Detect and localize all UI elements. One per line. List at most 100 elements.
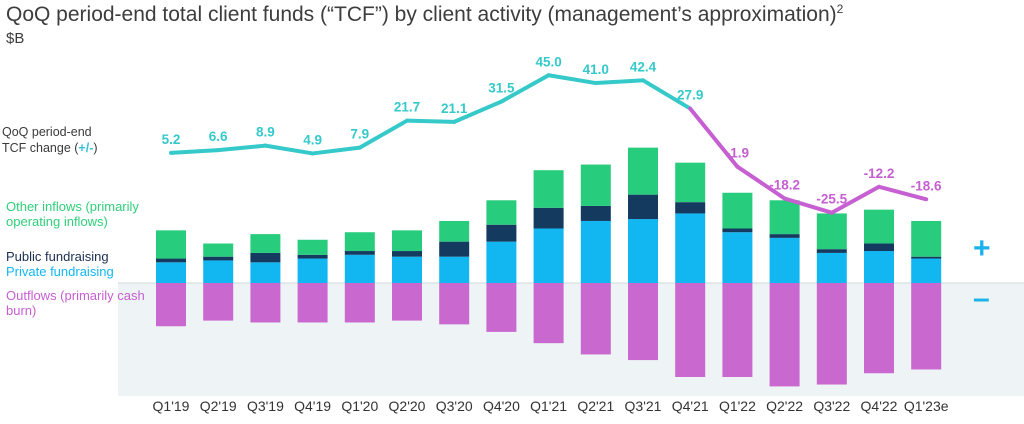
- bar-public-fundraising: [911, 256, 942, 259]
- legend-public-fundraising: Public fundraising: [6, 249, 109, 264]
- tcf-change-data-label: 31.5: [488, 81, 515, 96]
- bar-private-fundraising: [486, 241, 517, 283]
- tcf-change-data-label: 7.9: [350, 127, 369, 142]
- bar-outflows: [297, 283, 328, 323]
- x-tick-label: Q1'19: [153, 398, 190, 414]
- x-tick-label: Q4'21: [672, 398, 709, 414]
- bar-other-inflows: [203, 243, 234, 257]
- bar-other-inflows: [156, 230, 186, 259]
- bar-other-inflows: [250, 234, 281, 253]
- bar-other-inflows: [392, 230, 422, 252]
- bar-public-fundraising: [675, 202, 706, 214]
- bar-private-fundraising: [392, 256, 422, 283]
- tcf-change-line-segment: [169, 148, 221, 155]
- tcf-change-line-segment: [735, 164, 787, 201]
- x-tick-label: Q2'22: [766, 398, 803, 414]
- tcf-change-data-label: -18.6: [911, 178, 942, 193]
- tcf-change-data-label: 21.1: [441, 101, 468, 116]
- tcf-change-line-segment: [263, 143, 315, 156]
- chart-title-text: QoQ period-end total client funds (“TCF”…: [6, 3, 837, 26]
- bar-private-fundraising: [769, 237, 800, 283]
- bar-public-fundraising: [486, 224, 517, 242]
- bar-private-fundraising: [156, 262, 186, 283]
- tcf-change-line-segment: [593, 78, 645, 86]
- bar-public-fundraising: [344, 251, 375, 255]
- bar-outflows: [344, 283, 375, 323]
- bar-private-fundraising: [911, 258, 942, 283]
- bar-outflows: [250, 283, 281, 323]
- bar-outflows: [911, 283, 942, 370]
- x-tick-label: Q1'23e: [904, 398, 949, 414]
- qoq-change-label: QoQ period-end TCF change (+/-): [2, 124, 98, 156]
- tcf-change-line-segment: [546, 73, 598, 86]
- bar-other-inflows: [816, 213, 847, 250]
- bar-other-inflows: [864, 209, 894, 244]
- bar-public-fundraising: [156, 258, 186, 263]
- tcf-change-data-label: 4.9: [303, 132, 322, 147]
- tcf-change-data-label: 42.4: [630, 59, 657, 74]
- qoq-label-sign: +/-: [78, 141, 94, 155]
- chart-title-footnote: 2: [836, 2, 844, 16]
- bar-other-inflows: [769, 200, 800, 235]
- bar-private-fundraising: [297, 258, 328, 283]
- bar-public-fundraising: [580, 205, 611, 221]
- bar-public-fundraising: [864, 243, 894, 252]
- bar-other-inflows: [911, 220, 942, 257]
- bar-outflows: [722, 283, 753, 377]
- legend-private-fundraising: Private fundraising: [6, 264, 114, 279]
- bar-other-inflows: [675, 162, 706, 203]
- bar-public-fundraising: [628, 194, 658, 220]
- bar-public-fundraising: [816, 249, 847, 253]
- tcf-change-line-segment: [688, 106, 740, 169]
- tcf-change-data-label: -25.5: [816, 192, 847, 207]
- x-tick-label: Q2'21: [577, 398, 614, 414]
- bar-private-fundraising: [816, 252, 847, 283]
- bar-private-fundraising: [580, 220, 611, 283]
- tcf-change-line-segment: [310, 145, 362, 156]
- bar-other-inflows: [486, 200, 517, 225]
- x-tick-label: Q2'19: [200, 398, 237, 414]
- tcf-change-data-label: -12.2: [864, 166, 895, 181]
- bar-outflows: [486, 283, 517, 332]
- tcf-change-data-label: 6.6: [209, 129, 228, 144]
- tcf-change-data-label: 8.9: [256, 125, 275, 140]
- chart-title: QoQ period-end total client funds (“TCF”…: [6, 2, 843, 27]
- bar-private-fundraising: [628, 219, 658, 283]
- bar-outflows: [203, 283, 234, 321]
- bar-private-fundraising: [533, 228, 564, 283]
- bar-private-fundraising: [722, 232, 753, 283]
- bar-outflows: [580, 283, 611, 355]
- bar-public-fundraising: [203, 256, 234, 261]
- tcf-change-data-label: 5.2: [162, 132, 181, 147]
- x-tick-label: Q1'21: [530, 398, 567, 414]
- tcf-change-data-label: 27.9: [677, 88, 703, 103]
- bar-public-fundraising: [722, 228, 753, 233]
- x-tick-label: Q4'22: [861, 398, 898, 414]
- tcf-change-data-label: -1.9: [726, 146, 749, 161]
- x-tick-label: Q3'19: [247, 398, 284, 414]
- x-tick-label: Q4'20: [483, 398, 520, 414]
- bar-outflows: [864, 283, 894, 374]
- qoq-label-suffix: ): [93, 141, 98, 155]
- tcf-change-data-label: 21.7: [394, 100, 420, 115]
- bar-outflows: [392, 283, 422, 321]
- bar-outflows: [675, 283, 706, 377]
- tcf-change-line-segment: [782, 196, 834, 215]
- x-tick-label: Q1'20: [341, 398, 378, 414]
- qoq-label-line2: TCF change (+/-): [2, 140, 98, 156]
- x-tick-label: Q3'20: [436, 398, 473, 414]
- bar-public-fundraising: [769, 234, 800, 238]
- x-tick-label: Q4'19: [294, 398, 331, 414]
- bar-other-inflows: [628, 147, 658, 195]
- tcf-change-line-segment: [829, 184, 881, 215]
- x-tick-label: Q2'20: [389, 398, 426, 414]
- bar-outflows: [156, 283, 186, 327]
- bar-public-fundraising: [439, 241, 470, 257]
- bar-other-inflows: [580, 164, 611, 206]
- bar-outflows: [439, 283, 470, 325]
- x-tick-label: Q3'21: [625, 398, 662, 414]
- bar-private-fundraising: [344, 254, 375, 283]
- legend-outflows: Outflows (primarily cash burn): [6, 288, 145, 318]
- tcf-change-line-segment: [641, 78, 693, 111]
